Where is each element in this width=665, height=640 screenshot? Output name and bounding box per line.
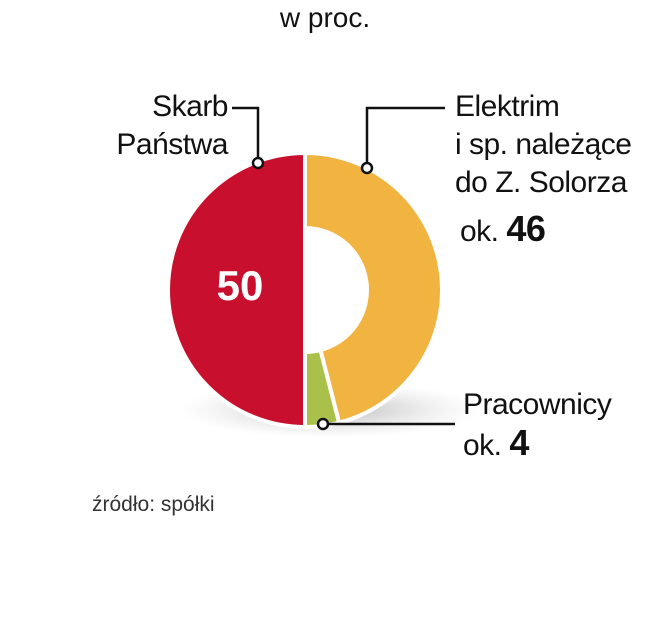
category-label: Pracownicy: [463, 388, 612, 421]
source: źródło: spółki: [92, 493, 215, 516]
category-label: Skarb Państwa: [116, 90, 228, 161]
category-label: Elektrim i sp. należące do Z. Solorza: [455, 90, 632, 199]
leader-dot: [251, 156, 265, 170]
value-label: 50: [217, 262, 264, 309]
slice: [303, 150, 444, 426]
leader-dot: [316, 417, 330, 431]
value-label: ok. 46: [460, 208, 546, 249]
leader-line: [232, 106, 260, 163]
leader-dot: [360, 161, 374, 175]
value-label: ok. 4: [463, 422, 529, 463]
subtitle: w proc.: [279, 2, 371, 33]
leader-line: [365, 106, 445, 168]
